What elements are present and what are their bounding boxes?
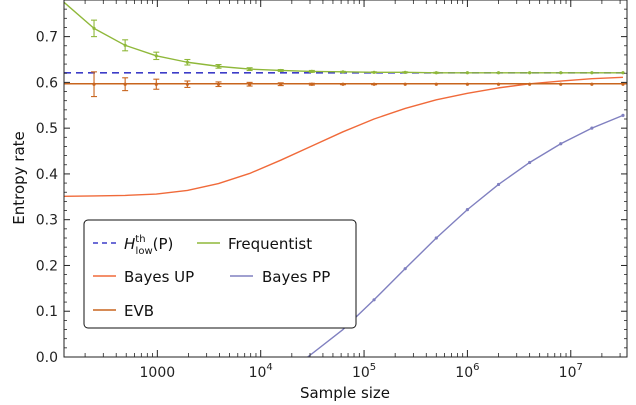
y-tick-label: 0.2 [36,258,58,274]
data-point-bayes-pp [590,126,594,130]
x-tick-label: 104 [249,362,273,381]
data-point-bayes-pp [372,298,376,302]
y-tick-label: 0.7 [36,30,58,46]
data-point-frequentist [559,71,563,75]
x-tick-label: 105 [352,362,376,381]
data-point-evb [621,82,625,86]
x-tick-base: 10 [352,365,370,381]
data-point-bayes-pp [621,113,625,117]
data-point-bayes-pp [559,142,563,146]
data-point-evb [465,82,470,86]
x-tick-exponent: 4 [266,362,272,373]
x-tick-exponent: 6 [473,362,479,373]
data-point-evb [403,82,407,86]
y-tick-label: 0.4 [36,167,58,183]
legend-label-frequentist: Frequentist [228,235,312,253]
legend-label-evb: EVB [124,302,154,320]
x-tick-exponent: 5 [370,362,376,373]
series-layer [64,1,627,357]
data-point-bayes-pp [434,236,438,240]
legend-label-h-low: Hth low(P) [124,234,173,257]
data-point-evb [434,82,438,86]
data-point-frequentist [621,71,625,75]
legend-label-bayes-pp: Bayes PP [262,268,330,286]
x-tick-base: 10 [249,365,267,381]
y-tick-label: 0.3 [36,213,58,229]
series-line-bayes-up [64,76,624,198]
legend-h-main: H [124,235,135,253]
data-point-evb [590,82,594,86]
x-tick-label: 106 [455,362,479,381]
data-point-evb [559,82,563,86]
data-point-evb [528,82,532,86]
data-point-frequentist [496,71,501,75]
x-axis-title: Sample size [300,384,390,402]
data-point-frequentist [528,71,532,75]
legend-h-sup: th [135,234,145,245]
y-tick-label: 0.5 [36,121,58,137]
y-axis-title: Entropy rate [10,131,28,225]
plot-frame [63,0,628,358]
data-point-frequentist [465,71,470,75]
legend: Hth low(P) Frequentist Bayes UP Bayes PP … [83,219,357,329]
x-tick-exponent: 7 [576,362,582,373]
legend-h-tail: (P) [153,235,174,253]
data-point-evb [496,82,501,86]
legend-box [83,219,357,329]
x-tick-base: 10 [455,365,473,381]
data-point-bayes-pp [403,267,407,271]
y-tick-label: 0.6 [36,75,58,91]
data-point-bayes-pp [465,208,470,212]
data-point-bayes-pp [496,182,501,187]
data-point-bayes-pp [528,160,532,165]
x-tick-label: 1000 [140,365,176,381]
legend-h-sub: low [136,246,153,257]
data-point-frequentist [590,71,594,75]
x-tick-label: 107 [559,362,583,381]
y-tick-label: 0.0 [36,350,58,366]
y-tick-label: 0.1 [36,304,58,320]
series-line-frequentist [64,1,623,74]
legend-label-bayes-up: Bayes UP [124,268,194,286]
x-tick-base: 10 [559,365,577,381]
